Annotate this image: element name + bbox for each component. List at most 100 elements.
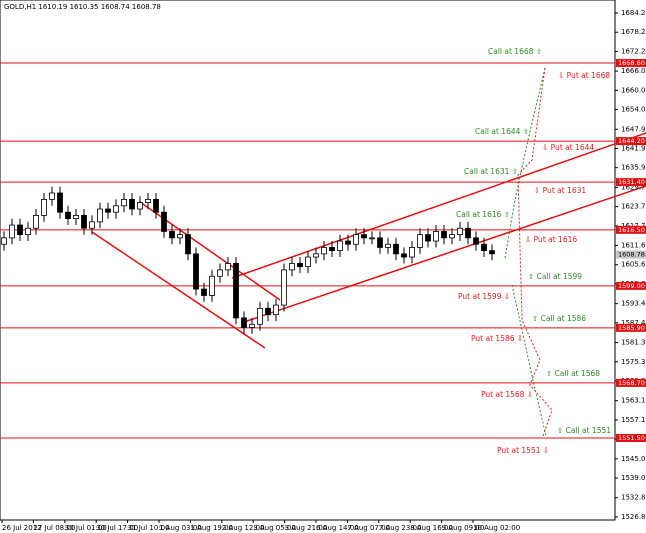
candle-body: [321, 247, 327, 255]
annotation: Put at 1586 ⇩: [471, 334, 523, 343]
y-tick-label: 1654.05: [621, 106, 646, 114]
candle-body: [337, 240, 343, 252]
candle-body: [161, 211, 167, 232]
candle-body: [313, 253, 319, 258]
candle-body: [17, 224, 23, 236]
annotation: ⇩ Put at 1631: [534, 186, 586, 195]
y-tick-label: 1526.85: [621, 513, 646, 521]
candle-body: [9, 224, 15, 239]
x-tick-label: 7 Aug 07:00: [347, 524, 390, 532]
x-tick-label: 31 Jul 10:00: [128, 524, 170, 532]
candle-body: [369, 237, 375, 240]
projection-put: [517, 67, 553, 437]
annotation: Call at 1668 ⇧: [488, 47, 542, 56]
candle-body: [137, 202, 143, 210]
annotation: Put at 1551 ⇩: [497, 446, 549, 455]
candle-body: [185, 234, 191, 255]
projection-call: [504, 67, 546, 259]
x-tick-label: 30 Jul 17:00: [96, 524, 138, 532]
candle-body: [193, 253, 199, 290]
y-tick-label: 1581.30: [621, 339, 646, 347]
candle-body: [257, 307, 263, 325]
y-tick-label: 1672.20: [621, 47, 646, 55]
candle-body: [177, 234, 183, 239]
y-tick-label: 1629.75: [621, 183, 646, 191]
x-tick-label: 30 Jul 01:00: [65, 524, 107, 532]
candle-body: [393, 243, 399, 255]
y-tick-label: 1623.75: [621, 203, 646, 211]
candle-body: [449, 234, 455, 239]
candle-body: [361, 234, 367, 239]
trend-line: [231, 132, 646, 279]
candle-body: [473, 237, 479, 245]
level-tag: [616, 225, 646, 234]
annotation: Put at 1599 ⇩: [458, 292, 510, 301]
candle-body: [65, 211, 71, 220]
annotation: Call at 1631 ⇧: [464, 167, 518, 176]
candle-body: [217, 269, 223, 277]
candle-body: [441, 231, 447, 239]
level-label: 1599.00: [618, 282, 645, 290]
y-tick-label: 1605.60: [621, 261, 646, 269]
y-tick-label: 1660.05: [621, 86, 646, 94]
x-tick-label: 7 Aug 23:00: [379, 524, 422, 532]
annotation: ⇩ Put at 1668: [558, 71, 610, 80]
candle-body: [289, 263, 295, 271]
candle-body: [401, 253, 407, 258]
level-tag: [616, 323, 646, 332]
y-tick-label: 1575.30: [621, 358, 646, 366]
candle-body: [353, 234, 359, 245]
candle-body: [129, 199, 135, 210]
candle-body: [121, 199, 127, 207]
candle-body: [417, 234, 423, 248]
candle-body: [329, 247, 335, 252]
candle-body: [225, 263, 231, 271]
level-label: 1631.40: [618, 178, 645, 186]
candle-body: [33, 215, 39, 229]
candle-body: [25, 227, 31, 236]
x-tick-label: 2 Aug 12:00: [222, 524, 265, 532]
level-label: 1551.50: [618, 434, 645, 442]
y-tick-label: 1635.90: [621, 164, 646, 172]
candle-body: [305, 256, 311, 268]
candle-body: [385, 243, 391, 248]
candle-body: [169, 231, 175, 239]
candle-body: [465, 227, 471, 239]
x-tick-label: 3 Aug 21:00: [285, 524, 328, 532]
annotation: Call at 1644 ⇧: [475, 127, 529, 136]
x-tick-label: 10 Aug 02:00: [473, 524, 520, 532]
candle-body: [57, 192, 63, 213]
level-label: 1585.90: [618, 324, 645, 332]
x-tick-label: 1 Aug 19:00: [190, 524, 233, 532]
level-tag: [616, 434, 646, 443]
candle-body: [433, 231, 439, 242]
y-tick-label: 1532.85: [621, 494, 646, 502]
candle-body: [241, 317, 247, 328]
x-tick-label: 9 Aug 09:00: [442, 524, 485, 532]
y-tick-label: 1557.15: [621, 416, 646, 424]
candle-body: [409, 247, 415, 258]
annotation: Put at 1568 ⇩: [481, 390, 533, 399]
y-tick-label: 1539.00: [621, 474, 646, 482]
candle-body: [201, 288, 207, 296]
level-label: 1568.70: [618, 379, 645, 387]
x-tick-label: 8 Aug 16:00: [410, 524, 453, 532]
y-tick-label: 1666.05: [621, 67, 646, 75]
candle-body: [345, 240, 351, 245]
level-tag: [616, 178, 646, 187]
y-tick-label: 1684.20: [621, 9, 646, 17]
x-tick-label: 1 Aug 03:00: [159, 524, 202, 532]
level-label: 1668.60: [618, 59, 645, 67]
annotation: ⇩ Put at 1644: [542, 143, 594, 152]
candle-body: [273, 304, 279, 316]
candle-body: [233, 263, 239, 319]
current-price: 1608.78: [618, 251, 645, 259]
candle-body: [81, 215, 87, 229]
level-label: 1616.50: [618, 226, 645, 234]
annotation: ⇧ Call at 1551: [557, 426, 611, 435]
candle-body: [97, 208, 103, 223]
y-tick-label: 1678.20: [621, 28, 646, 36]
candle-body: [489, 250, 495, 255]
level-tag: [616, 378, 646, 387]
price-tag: [616, 250, 646, 259]
